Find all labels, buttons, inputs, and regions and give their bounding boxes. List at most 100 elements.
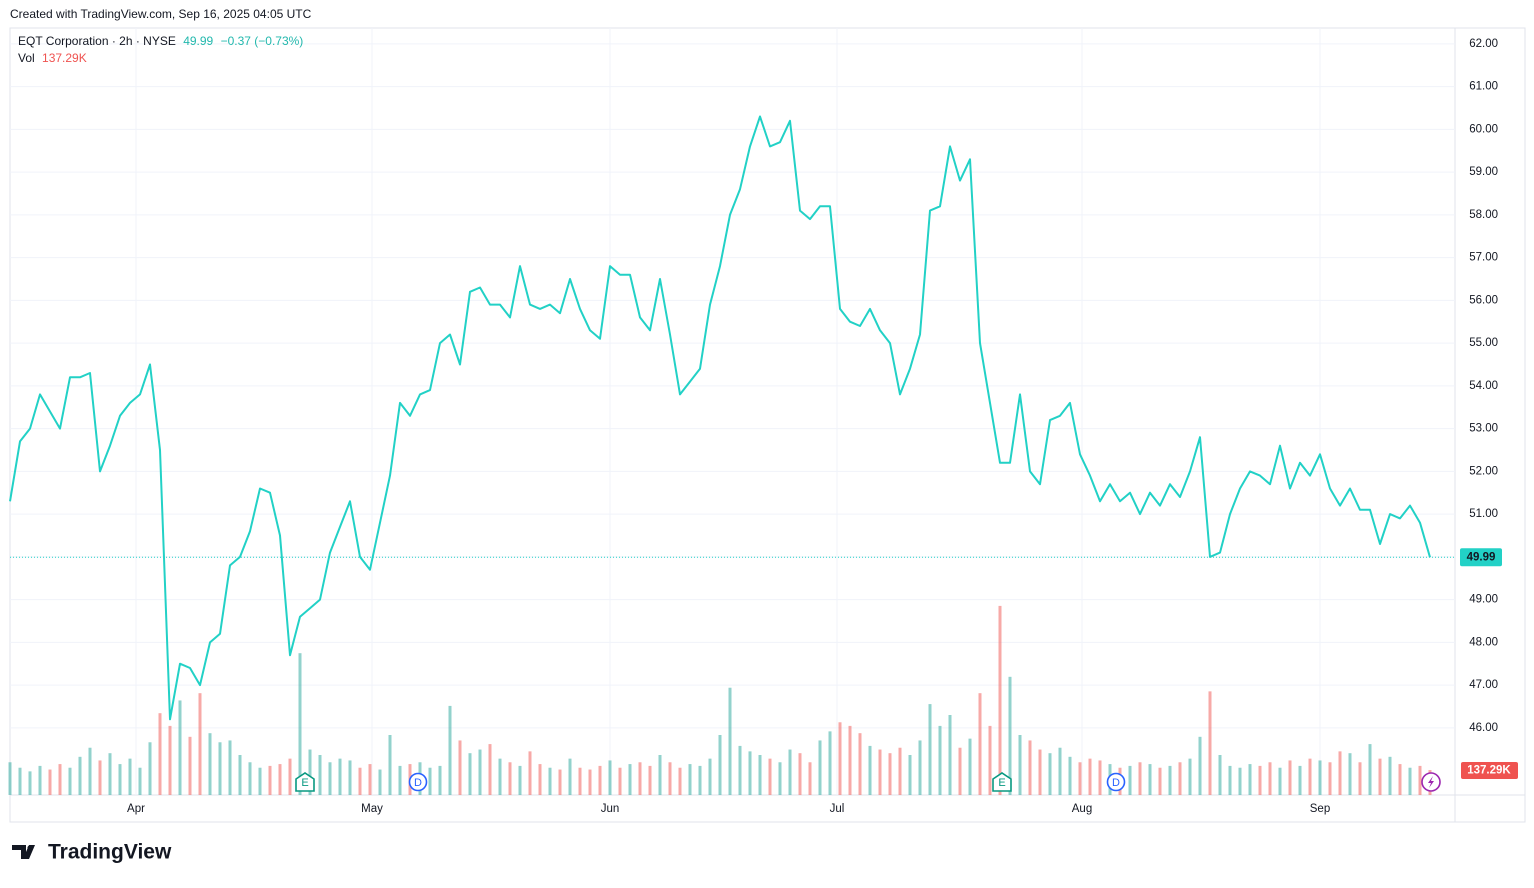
- volume-bar: [248, 762, 252, 795]
- volume-bar: [1248, 764, 1252, 795]
- volume-bar: [1288, 760, 1292, 795]
- realtime-bolt: [1428, 776, 1434, 788]
- y-tick-label: 47.00: [1469, 679, 1498, 691]
- event-label: D: [1112, 777, 1120, 789]
- volume-bar: [1388, 756, 1392, 795]
- volume-bar: [78, 756, 82, 795]
- volume-bar: [1028, 740, 1032, 795]
- volume-bar: [1188, 758, 1192, 795]
- brand: TradingView: [48, 841, 172, 864]
- volume-header: Vol 137.29K: [18, 51, 87, 65]
- volume-bar: [318, 755, 322, 795]
- volume-bar: [1238, 767, 1242, 795]
- volume-bar: [58, 764, 62, 795]
- volume-bar: [368, 764, 372, 795]
- volume-bar: [1328, 762, 1332, 795]
- volume-bar: [668, 762, 672, 795]
- volume-bar: [538, 764, 542, 795]
- volume-bar: [1358, 762, 1362, 795]
- volume-bar: [1228, 765, 1232, 795]
- volume-bar: [1258, 765, 1262, 795]
- volume-bar: [678, 767, 682, 795]
- volume-bar: [788, 749, 792, 795]
- created-note: Created with TradingView.com, Sep 16, 20…: [10, 7, 312, 21]
- price-change: −0.37 (−0.73%): [221, 34, 304, 48]
- volume-last: 137.29K: [42, 51, 87, 65]
- chart-frame: [9, 27, 1526, 823]
- volume-badge: [1461, 762, 1518, 780]
- volume-bar: [948, 715, 952, 795]
- volume-bar: [1368, 744, 1372, 795]
- y-tick-label: 52.00: [1469, 465, 1498, 477]
- volume-bar: [1338, 751, 1342, 795]
- volume-bar: [1268, 762, 1272, 795]
- x-tick-label: Apr: [127, 803, 145, 815]
- volume-bar: [1068, 756, 1072, 795]
- volume-bar: [658, 755, 662, 795]
- volume-bar: [528, 751, 532, 795]
- volume-bar: [28, 771, 32, 795]
- volume-bar: [858, 733, 862, 795]
- volume-bar: [88, 747, 92, 795]
- volume-bar: [898, 747, 902, 795]
- volume-bar: [108, 753, 112, 795]
- volume-bar: [618, 767, 622, 795]
- volume-name: Vol: [18, 51, 35, 65]
- volume-bar: [878, 749, 882, 795]
- x-tick-label: Aug: [1072, 803, 1092, 815]
- volume-bar: [1058, 747, 1062, 795]
- volume-bar: [1048, 753, 1052, 795]
- volume-bar: [8, 762, 12, 795]
- volume-bar: [578, 767, 582, 795]
- y-tick-label: 59.00: [1469, 166, 1498, 178]
- volume-bar: [848, 725, 852, 795]
- volume-bar: [468, 753, 472, 795]
- volume-bar: [718, 735, 722, 795]
- volume-bar: [1158, 767, 1162, 795]
- y-tick-label: 55.00: [1469, 337, 1498, 349]
- volume-bar: [158, 713, 162, 795]
- symbol-title: EQT Corporation · 2h · NYSE: [18, 34, 176, 48]
- earnings-marker: [992, 772, 1012, 792]
- volume-bar: [498, 758, 502, 795]
- volume-bar: [338, 758, 342, 795]
- volume-bar: [278, 764, 282, 795]
- event-label: E: [301, 777, 308, 789]
- volume-label: 137.29K: [1467, 765, 1511, 777]
- volume-bar: [1278, 767, 1282, 795]
- volume-bar: [1128, 765, 1132, 795]
- volume-bar: [218, 742, 222, 795]
- y-tick-label: 57.00: [1469, 252, 1498, 264]
- volume-bar: [958, 747, 962, 795]
- x-tick-label: Sep: [1310, 803, 1330, 815]
- x-tick-label: Jun: [601, 803, 620, 815]
- volume-bar: [888, 753, 892, 795]
- volume-bar: [518, 765, 522, 795]
- volume-bar: [698, 765, 702, 795]
- dividend-marker: [408, 772, 428, 792]
- volume-bar: [598, 765, 602, 795]
- y-tick-label: 61.00: [1469, 81, 1498, 93]
- volume-bar: [178, 700, 182, 795]
- volume-bar: [288, 758, 292, 795]
- logo-dot: [27, 845, 33, 851]
- grid: [10, 28, 1455, 795]
- volume-bar: [1378, 758, 1382, 795]
- earnings-marker: [295, 772, 315, 792]
- volume-bar: [758, 755, 762, 795]
- volume-bar: [458, 740, 462, 795]
- volume-bar: [328, 762, 332, 795]
- volume-bar: [828, 731, 832, 795]
- volume-bar: [548, 767, 552, 795]
- x-tick-label: May: [361, 803, 383, 815]
- volume-bar: [918, 740, 922, 795]
- y-tick-label: 49.00: [1469, 594, 1498, 606]
- volume-bar: [1178, 762, 1182, 795]
- volume-bar: [48, 769, 52, 795]
- volume-bar: [438, 765, 442, 795]
- volume-bar: [398, 765, 402, 795]
- volume-bar: [808, 762, 812, 795]
- volume-bar: [348, 760, 352, 795]
- volume-bar: [18, 767, 22, 795]
